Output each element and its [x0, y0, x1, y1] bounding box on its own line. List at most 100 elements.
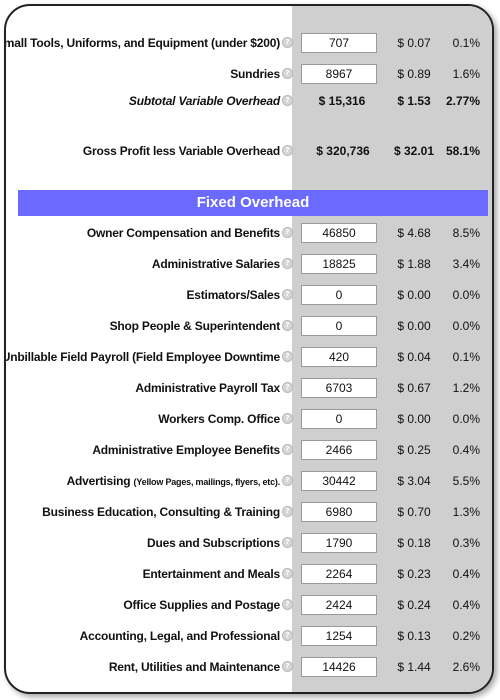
amount-input[interactable]: 0: [301, 409, 377, 429]
percent-value: 8.5%: [452, 226, 480, 240]
gross-profit-value: $ 320,736: [316, 144, 370, 158]
row-shop-people: Shop People & Superintendent ? 0 $ 0.00 …: [6, 311, 492, 342]
row-administrative-employee-benefits: Administrative Employee Benefits ? 2466 …: [6, 435, 492, 466]
row-label: Unbillable Field Payroll (Field Employee…: [4, 350, 280, 364]
help-icon[interactable]: ?: [282, 351, 293, 362]
per-hour-value: $ 1.44: [397, 660, 431, 674]
row-label: Entertainment and Meals: [142, 567, 281, 581]
percent-value: 1.6%: [452, 67, 480, 81]
help-icon[interactable]: ?: [282, 475, 293, 486]
per-hour-value: $ 0.00: [397, 288, 431, 302]
per-hour-value: $ 1.88: [397, 257, 431, 271]
amount-input[interactable]: 18825: [301, 254, 377, 274]
gross-profit-percent: 58.1%: [445, 144, 480, 158]
help-icon[interactable]: ?: [282, 320, 293, 331]
row-label: Dues and Subscriptions: [147, 536, 280, 550]
row-accounting-legal: Accounting, Legal, and Professional ? 12…: [6, 621, 492, 652]
percent-value: 0.1%: [452, 350, 480, 364]
row-subtotal-variable-overhead: Subtotal Variable Overhead ? $ 15,316 $ …: [6, 86, 492, 117]
row-small-tools: Small Tools, Uniforms, and Equipment (un…: [6, 28, 492, 59]
percent-value: 0.0%: [452, 288, 480, 302]
help-icon[interactable]: ?: [282, 382, 293, 393]
per-hour-value: $ 0.13: [397, 629, 431, 643]
gross-profit-per-hour: $ 32.01: [393, 144, 435, 158]
help-icon[interactable]: ?: [282, 568, 293, 579]
help-icon[interactable]: ?: [282, 68, 293, 79]
per-hour-value: $ 0.07: [397, 36, 431, 50]
amount-input[interactable]: 6703: [301, 378, 377, 398]
row-estimators-sales: Estimators/Sales ? 0 $ 0.00 0.0%: [6, 280, 492, 311]
row-office-supplies: Office Supplies and Postage ? 2424 $ 0.2…: [6, 590, 492, 621]
subtotal-percent: 2.77%: [445, 94, 480, 108]
row-label: Accounting, Legal, and Professional: [79, 629, 281, 643]
amount-input[interactable]: 14426: [301, 657, 377, 677]
row-label: Advertising (Yellow Pages, mailings, fly…: [66, 466, 281, 497]
amount-input[interactable]: 1790: [301, 533, 377, 553]
percent-value: 5.5%: [452, 474, 480, 488]
amount-input[interactable]: 707: [301, 33, 377, 53]
gross-profit-label: Gross Profit less Variable Overhead: [82, 144, 280, 158]
per-hour-value: $ 0.67: [397, 381, 431, 395]
subtotal-per-hour: $ 1.53: [397, 94, 431, 108]
amount-input[interactable]: 0: [301, 285, 377, 305]
amount-input[interactable]: 46850: [301, 223, 377, 243]
help-icon[interactable]: ?: [282, 37, 293, 48]
row-label: Business Education, Consulting & Trainin…: [42, 505, 280, 519]
help-icon[interactable]: ?: [282, 661, 293, 672]
row-gross-profit: Gross Profit less Variable Overhead ? $ …: [6, 136, 492, 167]
help-icon[interactable]: ?: [282, 95, 293, 106]
help-icon[interactable]: ?: [282, 227, 293, 238]
row-label: Sundries: [230, 67, 280, 81]
per-hour-value: $ 0.04: [397, 350, 431, 364]
row-label: Small Tools, Uniforms, and Equipment (un…: [4, 36, 280, 50]
row-label: Workers Comp. Office: [158, 412, 280, 426]
percent-value: 0.4%: [452, 598, 480, 612]
amount-input[interactable]: 1254: [301, 626, 377, 646]
percent-value: 1.3%: [452, 505, 480, 519]
amount-input[interactable]: 2264: [301, 564, 377, 584]
percent-value: 2.6%: [452, 660, 480, 674]
row-label: Shop People & Superintendent: [109, 319, 281, 333]
row-dues-subscriptions: Dues and Subscriptions ? 1790 $ 0.18 0.3…: [6, 528, 492, 559]
help-icon[interactable]: ?: [282, 145, 293, 156]
amount-input[interactable]: 2466: [301, 440, 377, 460]
overhead-worksheet-panel: Small Tools, Uniforms, and Equipment (un…: [4, 4, 494, 694]
percent-value: 1.2%: [452, 381, 480, 395]
percent-value: 0.4%: [452, 567, 480, 581]
help-icon[interactable]: ?: [282, 444, 293, 455]
amount-input[interactable]: 6980: [301, 502, 377, 522]
amount-input[interactable]: 420: [301, 347, 377, 367]
per-hour-value: $ 0.23: [397, 567, 431, 581]
per-hour-value: $ 0.00: [397, 412, 431, 426]
row-label: Administrative Payroll Tax: [135, 381, 280, 395]
help-icon[interactable]: ?: [282, 413, 293, 424]
row-advertising: Advertising (Yellow Pages, mailings, fly…: [6, 466, 492, 497]
row-administrative-payroll-tax: Administrative Payroll Tax ? 6703 $ 0.67…: [6, 373, 492, 404]
percent-value: 0.3%: [452, 536, 480, 550]
per-hour-value: $ 0.18: [397, 536, 431, 550]
row-rent-utilities: Rent, Utilities and Maintenance ? 14426 …: [6, 652, 492, 683]
per-hour-value: $ 0.25: [397, 443, 431, 457]
help-icon[interactable]: ?: [282, 630, 293, 641]
row-workers-comp-office: Workers Comp. Office ? 0 $ 0.00 0.0%: [6, 404, 492, 435]
per-hour-value: $ 3.04: [397, 474, 431, 488]
row-label: Administrative Salaries: [151, 257, 280, 271]
amount-input[interactable]: 2424: [301, 595, 377, 615]
amount-input[interactable]: 8967: [301, 64, 377, 84]
percent-value: 0.2%: [452, 629, 480, 643]
help-icon[interactable]: ?: [282, 599, 293, 610]
per-hour-value: $ 0.70: [397, 505, 431, 519]
help-icon[interactable]: ?: [282, 537, 293, 548]
row-business-education: Business Education, Consulting & Trainin…: [6, 497, 492, 528]
help-icon[interactable]: ?: [282, 289, 293, 300]
amount-input[interactable]: 0: [301, 316, 377, 336]
help-icon[interactable]: ?: [282, 506, 293, 517]
help-icon[interactable]: ?: [282, 258, 293, 269]
row-label: Estimators/Sales: [186, 288, 280, 302]
row-sundries: Sundries ? 8967 $ 0.89 1.6%: [6, 59, 492, 90]
percent-value: 0.0%: [452, 319, 480, 333]
row-administrative-salaries: Administrative Salaries ? 18825 $ 1.88 3…: [6, 249, 492, 280]
row-unbillable-field-payroll: Unbillable Field Payroll (Field Employee…: [6, 342, 492, 373]
amount-input[interactable]: 30442: [301, 471, 377, 491]
advertising-label: Advertising: [66, 474, 131, 488]
